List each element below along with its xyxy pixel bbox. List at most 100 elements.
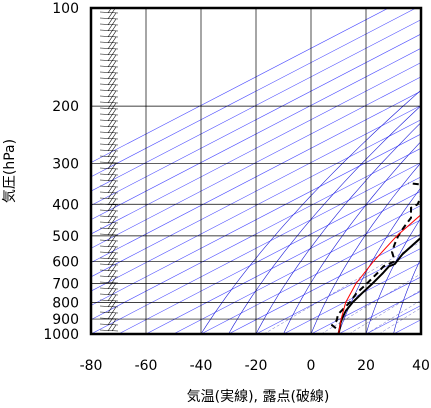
dry-adiabat-line <box>365 217 421 334</box>
wind-barb <box>99 23 119 26</box>
isotherm-line <box>91 47 421 221</box>
wind-barb-flag <box>111 126 117 134</box>
wind-barb-flag <box>111 138 117 146</box>
wind-barb-flag <box>111 216 117 224</box>
wind-barb-flag <box>107 216 113 224</box>
wind-barb <box>99 161 119 164</box>
dry-adiabat-lines <box>200 89 421 334</box>
wind-barb-flag <box>107 264 113 272</box>
wind-barb-flag <box>107 294 113 302</box>
wind-barb-flag <box>111 36 117 44</box>
wind-barb-flag <box>111 324 117 332</box>
x-tick-label: 20 <box>357 358 375 374</box>
wind-barb-flag <box>107 78 113 86</box>
wind-barb <box>99 167 119 170</box>
isotherm-line <box>283 262 421 334</box>
wind-barb-flag <box>111 198 117 206</box>
isotherm-line <box>91 105 421 278</box>
wind-barb-flag <box>107 108 113 116</box>
wind-barb-flag <box>111 288 117 296</box>
dry-adiabat-line <box>200 89 421 334</box>
isotherm-line <box>91 8 389 163</box>
y-tick-label: 900 <box>52 312 79 328</box>
wind-barb <box>99 83 119 86</box>
wind-barb-flag <box>111 306 117 314</box>
y-tick-label: 600 <box>52 255 79 271</box>
wind-barb-flag <box>107 84 113 92</box>
wind-barb <box>99 203 119 206</box>
wind-barb-flag <box>111 42 117 50</box>
isotherm-line <box>91 76 421 249</box>
wind-barb-flag <box>111 180 117 188</box>
wind-barb-flag <box>107 228 113 236</box>
wind-barb <box>99 293 119 296</box>
isotherm-line <box>200 219 421 334</box>
wind-barb <box>99 209 119 212</box>
wind-barb-flag <box>107 132 113 140</box>
x-tick-label: -20 <box>245 358 268 374</box>
wind-barb-flag <box>111 18 117 26</box>
wind-barb <box>99 149 119 152</box>
wind-barb <box>99 245 119 248</box>
isotherm-line <box>255 247 421 334</box>
wind-barb <box>99 77 119 80</box>
wind-barb-flag <box>111 312 117 320</box>
y-tick-label: 500 <box>52 229 79 245</box>
wind-barb <box>99 53 119 56</box>
wind-barb-flag <box>107 312 113 320</box>
wind-barb <box>99 269 119 272</box>
wind-barb-flag <box>111 156 117 164</box>
wind-barb <box>99 89 119 92</box>
wind-barb <box>99 59 119 62</box>
wind-barb-flag <box>111 300 117 308</box>
wind-barb-flag <box>107 276 113 284</box>
wind-barb-flag <box>107 300 113 308</box>
dry-adiabat-line <box>393 257 421 334</box>
wind-barb-flag <box>107 252 113 260</box>
wind-barb-flag <box>111 24 117 32</box>
wind-barb-flag <box>107 180 113 188</box>
wind-barb-flag <box>111 294 117 302</box>
wind-barb-flag <box>107 126 113 134</box>
wind-barb <box>99 125 119 128</box>
wind-barb-flag <box>107 162 113 170</box>
y-tick-label: 800 <box>52 295 79 311</box>
wind-barb <box>99 119 119 122</box>
wind-barb-flag <box>111 174 117 182</box>
wind-barb-flag <box>107 222 113 230</box>
wind-barb <box>99 155 119 158</box>
x-tick-label: 0 <box>307 358 316 374</box>
wind-barb-flag <box>107 24 113 32</box>
wind-barb-flag <box>111 120 117 128</box>
wind-barb-flag <box>111 264 117 272</box>
wind-barb-flag <box>107 36 113 44</box>
wind-barb-flag <box>107 198 113 206</box>
y-tick-label: 1000 <box>43 327 79 343</box>
wind-barb <box>99 71 119 74</box>
isotherm-line <box>91 62 421 235</box>
isotherm-line <box>91 119 421 292</box>
x-tick-label: -40 <box>190 358 213 374</box>
wind-barb <box>99 299 119 302</box>
wind-barb-flag <box>111 222 117 230</box>
series-line <box>331 182 421 329</box>
wind-barb-flag <box>111 276 117 284</box>
wind-barb-flag <box>111 78 117 86</box>
wind-barb-flag <box>107 96 113 104</box>
isotherm-line <box>173 205 421 334</box>
isotherm-line <box>91 33 421 206</box>
wind-barb-flag <box>111 66 117 74</box>
wind-barb-flag <box>111 108 117 116</box>
wind-barb <box>99 11 119 14</box>
wind-barb <box>99 221 119 224</box>
wind-barb <box>99 239 119 242</box>
wind-barb-flag <box>107 258 113 266</box>
dry-adiabat-line <box>255 122 421 334</box>
y-tick-label: 200 <box>52 99 79 115</box>
wind-barb-flag <box>111 168 117 176</box>
wind-barb <box>99 227 119 230</box>
wind-barb-flag <box>107 318 113 326</box>
isotherm-line <box>145 190 421 334</box>
wind-barb <box>99 41 119 44</box>
